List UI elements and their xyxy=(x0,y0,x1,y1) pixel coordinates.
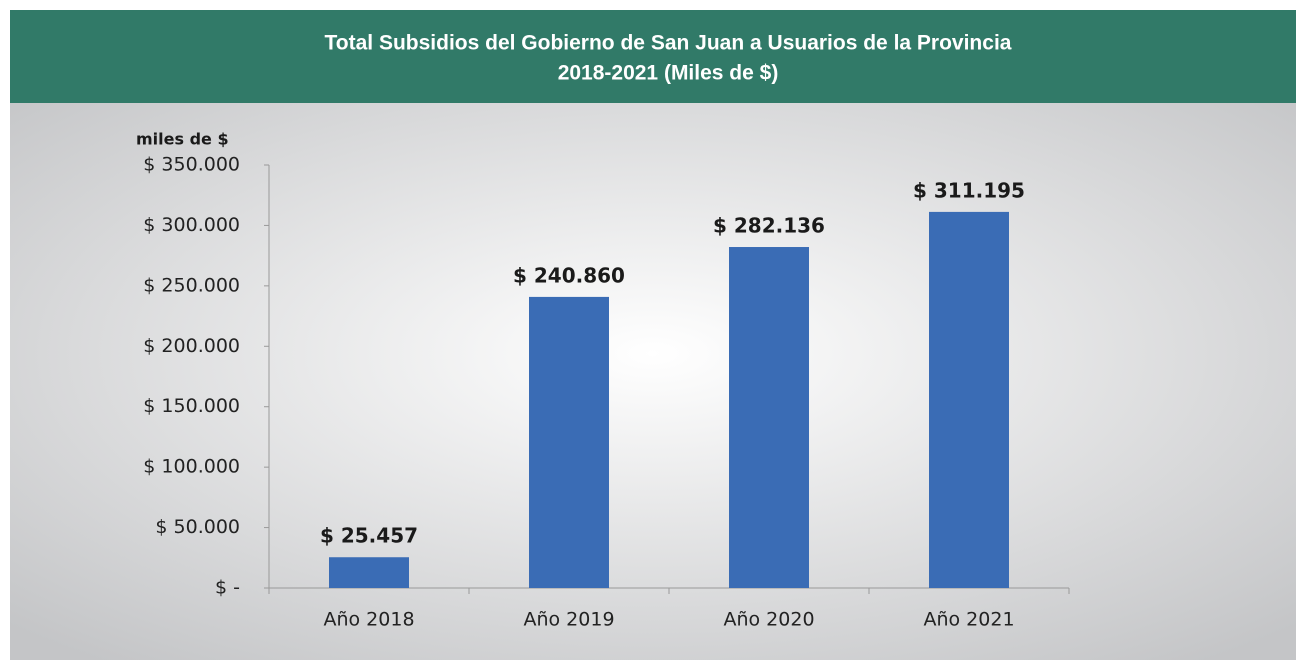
x-tick-label: Año 2020 xyxy=(723,609,814,631)
bar xyxy=(329,557,409,588)
y-tick-label: $ - xyxy=(215,577,240,599)
x-tick-label: Año 2021 xyxy=(923,609,1014,631)
y-tick-label: $ 200.000 xyxy=(143,335,240,357)
value-label: $ 282.136 xyxy=(713,214,825,238)
value-label: $ 240.860 xyxy=(513,263,625,287)
bar xyxy=(729,247,809,588)
value-label: $ 25.457 xyxy=(320,524,418,548)
bar xyxy=(529,296,609,588)
value-label: $ 311.195 xyxy=(913,178,1025,202)
header-bar xyxy=(10,10,1296,103)
chart-title: Total Subsidios del Gobierno de San Juan… xyxy=(325,32,1012,55)
chart-subtitle: 2018-2021 (Miles de $) xyxy=(558,62,779,85)
bar xyxy=(929,211,1009,588)
y-axis-label: miles de $ xyxy=(136,130,229,149)
y-tick-label: $ 250.000 xyxy=(143,274,240,296)
plot-background xyxy=(10,103,1296,660)
x-tick-label: Año 2019 xyxy=(523,609,614,631)
y-tick-label: $ 150.000 xyxy=(143,395,240,417)
y-tick-label: $ 300.000 xyxy=(143,214,240,236)
y-tick-label: $ 100.000 xyxy=(143,456,240,478)
y-tick-label: $ 350.000 xyxy=(143,154,240,176)
x-tick-label: Año 2018 xyxy=(323,609,414,631)
y-tick-label: $ 50.000 xyxy=(155,516,240,538)
